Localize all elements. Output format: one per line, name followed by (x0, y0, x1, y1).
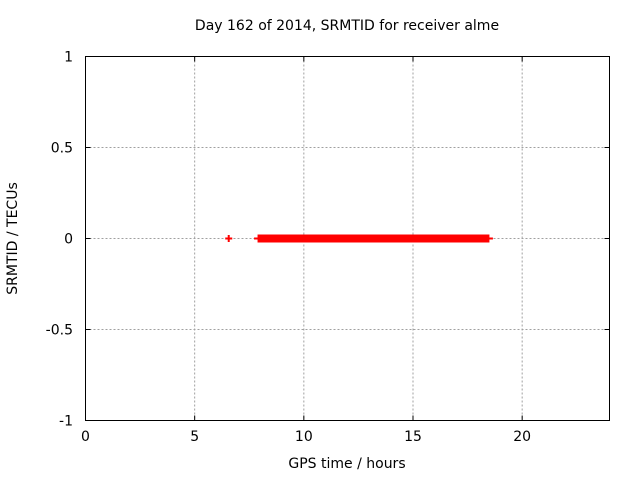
x-tick-label: 5 (190, 429, 199, 445)
y-axis-label: SRMTID / TECUs (5, 182, 21, 295)
x-tick-label: 0 (81, 429, 90, 445)
y-tick-label: -0.5 (46, 323, 73, 339)
x-tick-label: 20 (513, 429, 531, 445)
data-series (225, 234, 493, 243)
data-point-plus-marker (225, 235, 233, 242)
x-tick-label: 10 (295, 429, 313, 445)
x-axis-label: GPS time / hours (288, 456, 405, 472)
x-tick-label: 15 (404, 429, 422, 445)
plot-border (85, 56, 610, 421)
y-tick-label: 1 (64, 50, 73, 66)
y-tick-label: 0 (64, 232, 73, 248)
y-tick-label: 0.5 (51, 141, 73, 157)
tick-labels: 0 5 10 15 20 -1 -0.5 0 0.5 1 (46, 50, 531, 446)
chart-title: Day 162 of 2014, SRMTID for receiver alm… (195, 18, 499, 34)
y-tick-label: -1 (59, 414, 73, 430)
